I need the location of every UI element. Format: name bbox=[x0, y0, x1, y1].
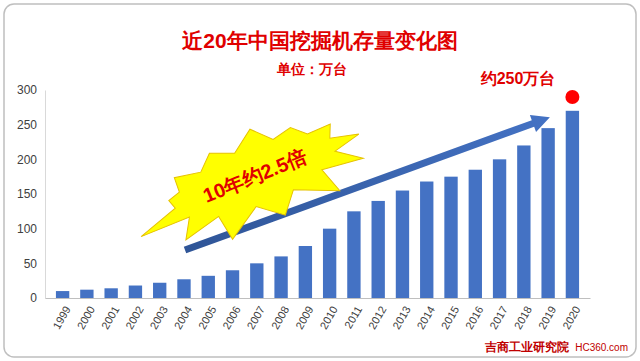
bar bbox=[177, 279, 190, 298]
title: 近20年中国挖掘机存量变化图 bbox=[181, 29, 457, 52]
bar bbox=[323, 229, 336, 298]
y-axis-line bbox=[45, 91, 46, 299]
highlight-dot bbox=[565, 90, 579, 104]
x-tick-label: 1999 bbox=[50, 304, 73, 331]
x-tick: 2011 bbox=[342, 298, 364, 330]
bar bbox=[299, 246, 312, 298]
x-tick-label: 2011 bbox=[342, 304, 364, 330]
bar bbox=[250, 263, 263, 298]
x-tick-label: 2004 bbox=[172, 304, 195, 331]
y-tick-label: 100 bbox=[17, 222, 37, 236]
y-axis: 0 50 100 150 200 250 300 bbox=[17, 83, 46, 305]
starburst: 10年约2.5倍 bbox=[119, 92, 378, 271]
x-tick-label: 2009 bbox=[293, 304, 316, 331]
subtitle: 单位：万台 bbox=[276, 61, 347, 77]
trend-arrow bbox=[182, 109, 553, 259]
x-tick: 2014 bbox=[414, 298, 437, 331]
bar bbox=[420, 182, 433, 298]
x-tick: 2000 bbox=[75, 298, 98, 331]
bar bbox=[56, 291, 69, 298]
bar bbox=[202, 276, 215, 298]
x-tick: 2002 bbox=[123, 298, 146, 331]
x-tick-label: 2014 bbox=[414, 304, 437, 331]
bar bbox=[372, 201, 385, 298]
y-tick-label: 50 bbox=[24, 257, 38, 271]
x-tick-label: 2010 bbox=[317, 304, 340, 331]
y-tick: 200 bbox=[17, 153, 45, 167]
bar bbox=[517, 145, 530, 298]
bar bbox=[541, 128, 554, 298]
y-tick: 250 bbox=[17, 118, 45, 132]
bar bbox=[493, 159, 506, 298]
x-tick: 2001 bbox=[99, 298, 122, 331]
growth-annotation: 10年约2.5倍 bbox=[200, 145, 310, 207]
x-tick-label: 2008 bbox=[269, 304, 292, 331]
x-tick-label: 2006 bbox=[220, 304, 243, 331]
x-tick: 2007 bbox=[244, 298, 267, 331]
x-tick: 2003 bbox=[147, 298, 170, 331]
x-tick: 2016 bbox=[463, 298, 486, 331]
y-tick: 0 bbox=[30, 291, 45, 305]
x-tick-label: 2000 bbox=[75, 304, 98, 331]
x-tick: 2013 bbox=[390, 298, 413, 331]
x-tick: 2012 bbox=[366, 298, 389, 331]
bar bbox=[444, 177, 457, 298]
x-tick-label: 2015 bbox=[439, 304, 462, 331]
y-tick-label: 300 bbox=[17, 83, 37, 97]
y-tick: 150 bbox=[17, 187, 45, 201]
x-tick-label: 2019 bbox=[536, 304, 559, 331]
arrow-shape bbox=[182, 109, 553, 259]
bar bbox=[566, 111, 579, 298]
watermark: 吉商工业研究院 bbox=[484, 340, 569, 354]
x-axis-line bbox=[46, 298, 591, 299]
x-tick: 2008 bbox=[269, 298, 292, 331]
x-tick-label: 2002 bbox=[123, 304, 146, 331]
x-tick: 2015 bbox=[439, 298, 462, 331]
y-tick-label: 200 bbox=[17, 153, 37, 167]
bar bbox=[347, 211, 360, 298]
y-tick: 100 bbox=[17, 222, 45, 236]
x-tick-label: 2003 bbox=[147, 304, 170, 331]
x-axis: 1999200020012002200320042005200620072008… bbox=[46, 298, 591, 331]
y-tick-label: 0 bbox=[30, 291, 37, 305]
x-tick-label: 2007 bbox=[244, 304, 267, 331]
starburst-shape bbox=[119, 92, 378, 271]
x-tick-label: 2005 bbox=[196, 304, 219, 331]
bar bbox=[274, 256, 287, 298]
x-tick-label: 2001 bbox=[99, 304, 122, 331]
y-tick: 300 bbox=[17, 83, 45, 97]
bar bbox=[80, 290, 93, 298]
x-tick: 2010 bbox=[317, 298, 340, 331]
x-tick-label: 2012 bbox=[366, 304, 389, 331]
x-tick: 2005 bbox=[196, 298, 219, 331]
bar bbox=[153, 283, 166, 298]
x-tick: 2006 bbox=[220, 298, 243, 331]
bar bbox=[104, 288, 117, 298]
y-tick: 50 bbox=[24, 257, 45, 271]
x-tick: 2020 bbox=[560, 298, 583, 331]
watermark-site: HC360.com bbox=[575, 342, 628, 353]
x-tick: 2017 bbox=[487, 298, 510, 331]
y-tick-label: 250 bbox=[17, 118, 37, 132]
x-tick: 1999 bbox=[50, 298, 73, 331]
x-tick-label: 2016 bbox=[463, 304, 486, 331]
x-tick-label: 2018 bbox=[511, 304, 534, 331]
bar bbox=[469, 170, 482, 298]
frame bbox=[4, 4, 636, 357]
x-tick: 2019 bbox=[536, 298, 559, 331]
x-tick: 2009 bbox=[293, 298, 316, 331]
x-tick-label: 2017 bbox=[487, 304, 510, 331]
bar bbox=[226, 270, 239, 298]
chart: 0501001502002503001999200020012002200320… bbox=[0, 0, 640, 361]
bar bbox=[129, 286, 142, 298]
bar bbox=[396, 191, 409, 298]
x-tick-label: 2020 bbox=[560, 304, 583, 331]
x-tick: 2004 bbox=[172, 298, 195, 331]
y-tick-label: 150 bbox=[17, 187, 37, 201]
x-tick: 2018 bbox=[511, 298, 534, 331]
x-tick-label: 2013 bbox=[390, 304, 413, 331]
total-annotation: 约250万台 bbox=[480, 70, 556, 87]
